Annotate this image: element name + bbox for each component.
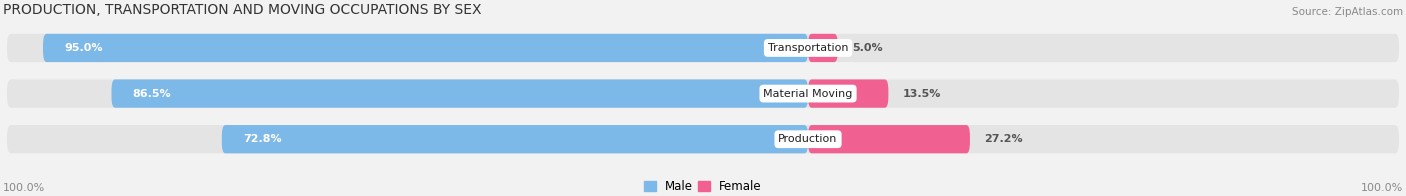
Text: 100.0%: 100.0% bbox=[1361, 183, 1403, 193]
FancyBboxPatch shape bbox=[7, 79, 1399, 108]
FancyBboxPatch shape bbox=[222, 125, 808, 153]
Text: Transportation: Transportation bbox=[768, 43, 848, 53]
FancyBboxPatch shape bbox=[111, 79, 808, 108]
FancyBboxPatch shape bbox=[7, 34, 1399, 62]
FancyBboxPatch shape bbox=[808, 79, 889, 108]
Text: 13.5%: 13.5% bbox=[903, 89, 941, 99]
FancyBboxPatch shape bbox=[44, 34, 808, 62]
Text: Production: Production bbox=[779, 134, 838, 144]
FancyBboxPatch shape bbox=[7, 125, 1399, 153]
Text: Source: ZipAtlas.com: Source: ZipAtlas.com bbox=[1292, 7, 1403, 17]
Text: Material Moving: Material Moving bbox=[763, 89, 852, 99]
Legend: Male, Female: Male, Female bbox=[644, 180, 762, 193]
FancyBboxPatch shape bbox=[808, 34, 838, 62]
Text: PRODUCTION, TRANSPORTATION AND MOVING OCCUPATIONS BY SEX: PRODUCTION, TRANSPORTATION AND MOVING OC… bbox=[3, 3, 481, 17]
FancyBboxPatch shape bbox=[808, 125, 970, 153]
Text: 86.5%: 86.5% bbox=[132, 89, 172, 99]
Text: 5.0%: 5.0% bbox=[852, 43, 883, 53]
Text: 72.8%: 72.8% bbox=[243, 134, 281, 144]
Text: 95.0%: 95.0% bbox=[65, 43, 103, 53]
Text: 27.2%: 27.2% bbox=[984, 134, 1022, 144]
Text: 100.0%: 100.0% bbox=[3, 183, 45, 193]
